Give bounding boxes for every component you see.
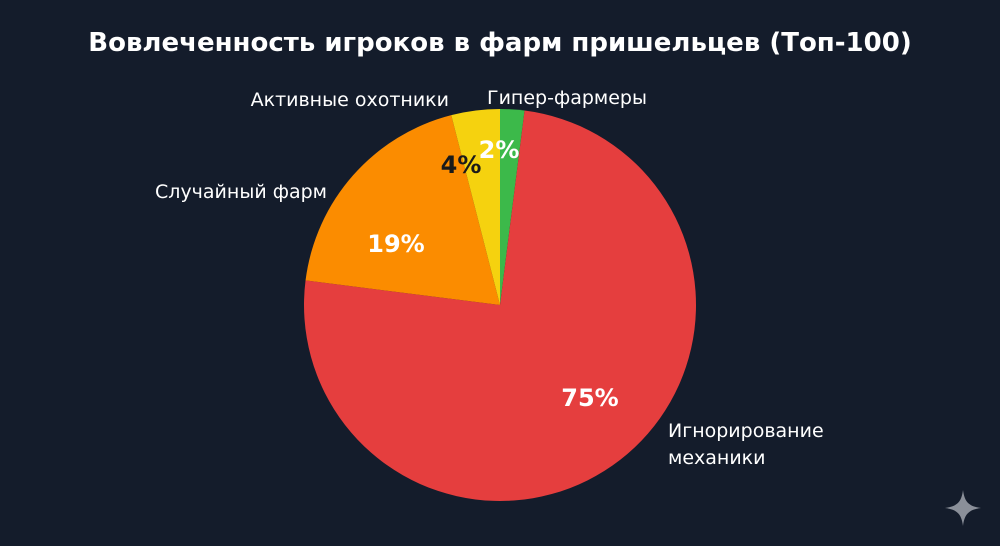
slice-category-label: Активные охотники [251,89,449,111]
slice-percent-label: 75% [561,384,618,412]
slice-category-label: Случайный фарм [155,181,327,203]
pie-slice [500,109,525,305]
pie-slice [305,115,500,305]
sparkle-icon [945,490,981,526]
slice-percent-label: 19% [367,230,424,258]
pie-slice [304,110,697,502]
slice-percent-label: 4% [441,151,482,179]
slice-percent-label: 2% [479,136,520,164]
slice-category-label: Гипер-фармеры [487,87,647,109]
slice-category-label: Игнорирование механики [668,420,824,469]
pie-slice [451,109,500,305]
chart-title: Вовлеченность игроков в фарм пришельцев … [88,28,912,58]
